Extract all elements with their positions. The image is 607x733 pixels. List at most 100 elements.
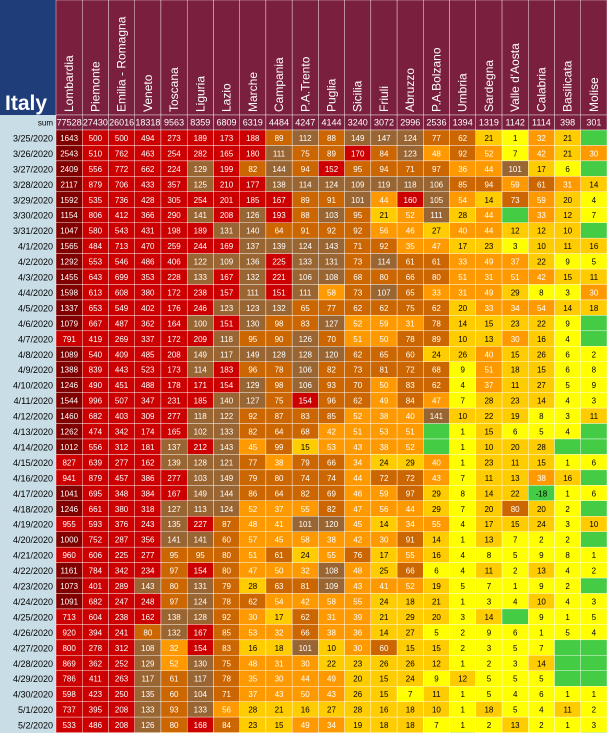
cell-value: 82 [301,489,310,498]
cell-value: 510 [89,149,103,158]
region-header-bg [396,0,424,116]
region-header: P.A.Trento [298,56,312,112]
cell-value: 20 [563,196,572,205]
cell-value: 85 [222,628,231,637]
table-row: 4/26/2020 920 394 241 80 132 167 85 53 32 66 38 36 14… [13,624,607,641]
cell-value: 500 [115,134,129,143]
table-row: 4/1/2020 1565 484 713 470 259 244 169 137 139 124 1… [18,237,607,254]
cell-value: 543 [115,227,129,236]
cell-value: 713 [62,613,76,622]
region-header-bg [580,0,607,116]
cell-value: 13 [537,567,546,576]
region-header-bg [186,0,214,116]
cell-value: 52 [353,412,362,421]
cell-value: 2 [565,582,570,591]
cell-value: 52 [248,505,257,514]
cell-value: 64 [275,489,284,498]
cell-value: 122 [220,412,234,421]
sum-value: 3072 [374,118,394,128]
cell-value: 129 [246,381,260,390]
cell-value: 14 [537,397,546,406]
cell-value: 26 [353,690,362,699]
cell-value: 21 [432,597,441,606]
cell-value: 17 [458,242,467,251]
table-row: 4/16/2020 941 879 457 386 277 103 149 79 80 74 74 44… [13,469,607,486]
heatmap-cell [580,655,607,671]
table-row: 4/2/2020 1292 553 546 486 406 122 109 136 225 133 1… [18,253,607,270]
region-header: Abruzzo [403,68,417,112]
cell-value: 5 [434,628,439,637]
cell-value: 4 [592,628,597,637]
cell-value: 4 [513,690,518,699]
table-row: 4/11/2020 1544 996 507 347 231 185 140 127 75 154 9… [14,392,607,409]
cell-value: 121 [220,458,234,467]
cell-value: 736 [115,196,129,205]
cell-value: 59 [537,196,546,205]
cell-value: 43 [353,443,362,452]
cell-value: 38 [380,443,389,452]
cell-value: 176 [167,304,181,313]
cell-value: 143 [220,443,234,452]
cell-value: 2 [539,721,544,730]
cell-value: 18 [511,366,520,375]
cell-value: 762 [115,149,129,158]
cell-value: 101 [299,520,313,529]
cell-value: 869 [62,659,76,668]
cell-value: 254 [167,149,181,158]
cell-value: 55 [406,551,415,560]
cell-value: 95 [353,165,362,174]
cell-value: 94 [380,165,389,174]
cell-value: 56 [222,706,231,715]
cell-value: 247 [115,597,129,606]
region-header: Puglia [324,78,338,112]
date-label: 4/8/2020 [18,350,53,360]
cell-value: 457 [115,474,129,483]
date-label: 4/4/2020 [18,288,53,298]
cell-value: 72 [406,474,415,483]
cell-value: 10 [432,706,441,715]
cell-value: 167 [194,628,208,637]
cell-value: 20 [537,505,546,514]
cell-value: 84 [380,149,389,158]
sum-value: 26016 [109,118,134,128]
cell-value: 1 [460,443,465,452]
cell-value: 613 [89,288,103,297]
cell-value: 103 [194,474,208,483]
table-row: 4/15/2020 827 639 277 162 139 128 121 77 38 79 66 34… [13,454,607,471]
cell-value: 126 [299,335,313,344]
cell-value: 108 [325,273,339,282]
cell-value: 1 [460,721,465,730]
cell-value: 50 [380,381,389,390]
cell-value: 278 [89,644,103,653]
cell-value: 95 [248,335,257,344]
cell-value: 78 [222,597,231,606]
cell-value: 120 [325,350,339,359]
sum-label: sum [38,119,53,128]
heatmap-cell [580,469,607,486]
region-header: Sardegna [482,60,496,112]
cell-value: 15 [380,675,389,684]
cell-value: 55 [327,551,336,560]
table-row: 4/10/2020 1246 490 451 488 178 171 154 129 98 106 9… [13,377,607,393]
cell-value: 133 [141,706,155,715]
cell-value: 960 [62,551,76,560]
cell-value: 56 [380,505,389,514]
region-header-bg [108,0,135,116]
cell-value: 65 [301,304,310,313]
cell-value: 11 [485,474,494,483]
cell-value: 34 [511,304,520,313]
cell-value: 65 [380,350,389,359]
cell-value: 839 [89,366,103,375]
cell-value: 27 [327,706,336,715]
cell-value: 277 [115,458,129,467]
date-label: 4/13/2020 [13,427,53,437]
table-row: 4/13/2020 1262 474 342 174 165 102 133 82 64 68 42 5… [13,423,607,440]
cell-value: 488 [141,381,155,390]
cell-value: 7 [513,149,518,158]
cell-value: 93 [327,381,336,390]
cell-value: 238 [194,288,208,297]
cell-value: 23 [248,721,257,730]
cell-value: 193 [272,211,286,220]
date-label: 4/15/2020 [13,458,53,468]
